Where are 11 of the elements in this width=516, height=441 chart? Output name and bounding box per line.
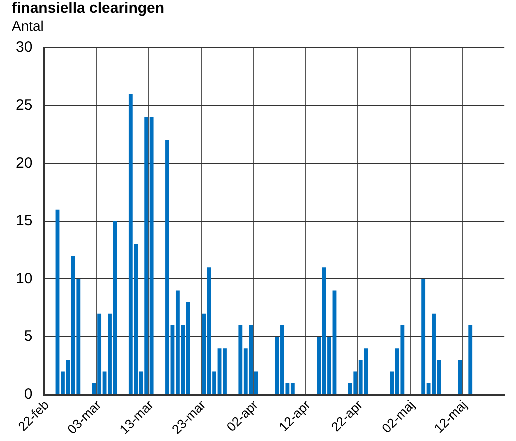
y-tick-label: 30: [16, 39, 33, 56]
y-tick-label: 20: [16, 154, 33, 172]
chart-title: finansiella clearingen: [12, 0, 165, 17]
y-tick-label: 5: [24, 328, 33, 346]
y-tick-label: 15: [16, 212, 33, 230]
y-tick-label: 0: [24, 386, 33, 403]
bar: [468, 325, 473, 394]
y-tick-label: 10: [16, 270, 33, 288]
bar: [458, 360, 462, 394]
y-tick-label: 25: [16, 96, 33, 114]
y-axis-title: Antal: [12, 18, 44, 34]
